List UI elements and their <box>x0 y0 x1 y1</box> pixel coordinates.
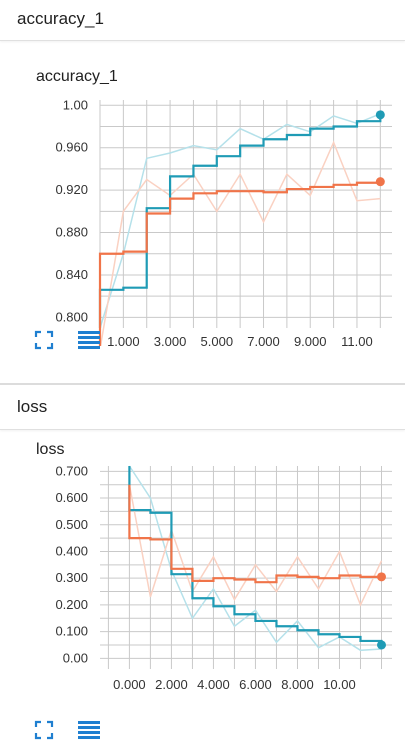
loss-card: loss 0.700 0.600 0.500 0.400 0.300 0.200 0.100… <box>0 430 405 748</box>
chart-title-accuracy: accuracy_1 <box>36 68 118 85</box>
y-tick-label: 1.00 <box>63 97 88 112</box>
x-tick-label: 7.000 <box>247 334 280 346</box>
section-header-accuracy[interactable]: accuracy_1 <box>0 0 405 41</box>
y-tick-label: 0.800 <box>55 309 88 324</box>
series-raw-line <box>99 140 381 346</box>
series-line <box>128 484 382 584</box>
series-end-point <box>376 640 386 650</box>
y-tick-label: 0.840 <box>55 267 88 282</box>
series-end-point <box>375 177 385 187</box>
x-tick-label: 11.00 <box>341 334 373 346</box>
x-tick-label: 2.000 <box>155 677 188 692</box>
x-tick-label: 5.000 <box>201 334 234 346</box>
y-tick-label: 0.200 <box>55 597 88 612</box>
series-line <box>98 181 382 346</box>
x-tick-label: 10.00 <box>323 677 356 692</box>
y-tick-label: 0.920 <box>55 182 88 197</box>
y-tick-label: 0.960 <box>55 140 88 155</box>
x-tick-label: 4.000 <box>197 677 230 692</box>
section-divider <box>0 383 405 385</box>
x-tick-label: 1.000 <box>107 334 140 346</box>
chart-title-loss: loss <box>36 441 65 458</box>
y-tick-label: 0.00 <box>63 650 88 665</box>
x-tick-label: 9.000 <box>294 334 327 346</box>
series-line <box>128 466 383 645</box>
accuracy-chart: 1.00 0.960 0.920 0.880 0.840 0.800 1.000 3.000 5… <box>55 97 392 346</box>
y-tick-label: 0.700 <box>55 464 88 478</box>
accuracy-section: accuracy_1 accuracy_1 1.00 0.960 0.920 0.88… <box>0 0 405 385</box>
y-tick-label: 0.100 <box>55 624 88 639</box>
list-lines-icon[interactable] <box>77 719 101 741</box>
loss-section: loss loss 0.700 0.600 0.500 0.400 0.300 0.200… <box>0 385 405 748</box>
fullscreen-icon[interactable] <box>33 719 57 741</box>
series-line <box>98 114 382 328</box>
series-raw-line <box>99 113 381 329</box>
y-tick-label: 0.400 <box>55 543 88 558</box>
x-tick-label: 8.000 <box>281 677 314 692</box>
accuracy-card: accuracy_1 1.00 0.960 0.920 0.880 0.840 0.800… <box>0 41 405 381</box>
loss-chart: 0.7000.6000.5000.4000.3000.2000.1000.000… <box>55 464 392 692</box>
x-tick-label: 3.000 <box>154 334 187 346</box>
y-tick-label: 0.300 <box>55 570 88 585</box>
series-end-point <box>375 110 385 120</box>
y-tick-label: 0.500 <box>55 517 88 532</box>
fullscreen-icon[interactable] <box>33 329 57 351</box>
series-end-point <box>376 572 386 582</box>
list-lines-icon[interactable] <box>77 329 101 351</box>
y-tick-label: 0.880 <box>55 225 88 240</box>
section-header-loss[interactable]: loss <box>0 385 405 430</box>
y-tick-label: 0.600 <box>55 490 88 505</box>
x-tick-label: 6.000 <box>239 677 272 692</box>
x-tick-label: 0.000 <box>113 677 146 692</box>
